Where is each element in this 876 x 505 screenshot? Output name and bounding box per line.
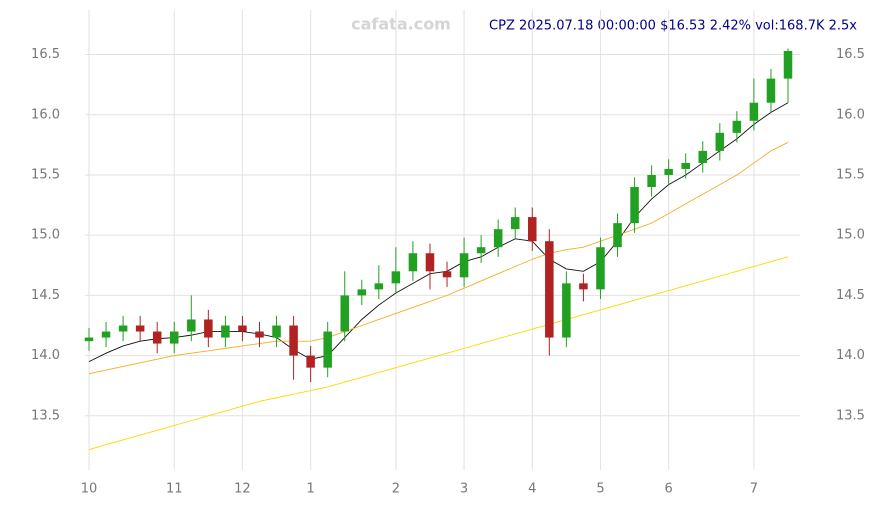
candle-body <box>493 229 503 248</box>
candle-body <box>187 319 196 332</box>
watermark: cafata.com <box>351 15 451 34</box>
candle-body <box>255 331 264 338</box>
candle-body <box>408 253 418 272</box>
candle-body <box>510 217 520 230</box>
y-tick-label: 16.0 <box>31 107 60 122</box>
candle-body <box>442 271 452 278</box>
candle-body <box>545 241 554 338</box>
candle-body <box>579 283 588 290</box>
x-tick-label: 4 <box>528 482 536 497</box>
candle-body <box>135 325 145 332</box>
candle-body <box>681 162 690 169</box>
candle-body <box>221 325 230 338</box>
moving-average <box>88 142 789 375</box>
y-tick-label-right: 14.5 <box>836 288 865 303</box>
x-tick-label: 12 <box>234 482 251 497</box>
y-tick-label-right: 15.5 <box>836 167 865 182</box>
candle-body <box>766 78 776 103</box>
y-tick-label-right: 16.0 <box>836 107 865 122</box>
candle-body <box>459 253 469 278</box>
candle-body <box>374 283 384 290</box>
candle-body <box>476 247 486 254</box>
y-tick-label: 15.5 <box>31 167 60 182</box>
candle-body <box>391 271 401 284</box>
x-tick-label: 6 <box>665 482 673 497</box>
candle-body <box>613 223 622 248</box>
x-tick-label: 5 <box>596 482 604 497</box>
candle-body <box>596 247 605 290</box>
y-tick-label: 15.0 <box>31 228 60 243</box>
candle-body <box>698 150 708 163</box>
y-tick-label: 16.5 <box>31 47 60 62</box>
candle-body <box>152 331 162 344</box>
candle-body <box>289 325 298 356</box>
candle-body <box>732 120 742 133</box>
candle-body <box>169 331 179 344</box>
y-tick-label-right: 14.0 <box>836 348 865 363</box>
x-tick-label: 11 <box>166 482 183 497</box>
candle-body <box>664 168 673 175</box>
y-tick-label: 14.0 <box>31 348 60 363</box>
candle-body <box>306 355 315 368</box>
candle-body <box>84 337 94 342</box>
candle-body <box>340 295 349 332</box>
candle-body <box>528 217 537 242</box>
y-tick-label-right: 15.0 <box>836 228 865 243</box>
x-tick-label: 7 <box>750 482 758 497</box>
candle-body <box>323 331 332 368</box>
candle-body <box>562 283 571 338</box>
candle-body <box>118 325 128 332</box>
y-tick-label: 14.5 <box>31 288 60 303</box>
candle-body <box>101 331 111 338</box>
candle-body <box>647 174 656 188</box>
candle-body <box>238 325 247 332</box>
candle-body <box>749 102 759 121</box>
candle-body <box>204 319 213 338</box>
candle-body <box>783 50 793 79</box>
x-tick-label: 3 <box>460 482 468 497</box>
candle-body <box>272 325 281 338</box>
candle-body <box>357 289 367 296</box>
moving-average <box>88 256 789 450</box>
candle-body <box>715 132 725 151</box>
candle-body <box>425 253 435 272</box>
x-tick-label: 2 <box>392 482 400 497</box>
candle-body <box>630 187 639 224</box>
y-tick-label: 13.5 <box>31 408 60 423</box>
chart-title: CPZ 2025.07.18 00:00:00 $16.53 2.42% vol… <box>489 19 857 34</box>
y-tick-label-right: 13.5 <box>836 408 865 423</box>
y-tick-label-right: 16.5 <box>836 47 865 62</box>
x-tick-label: 10 <box>81 482 98 497</box>
x-tick-label: 1 <box>306 482 314 497</box>
